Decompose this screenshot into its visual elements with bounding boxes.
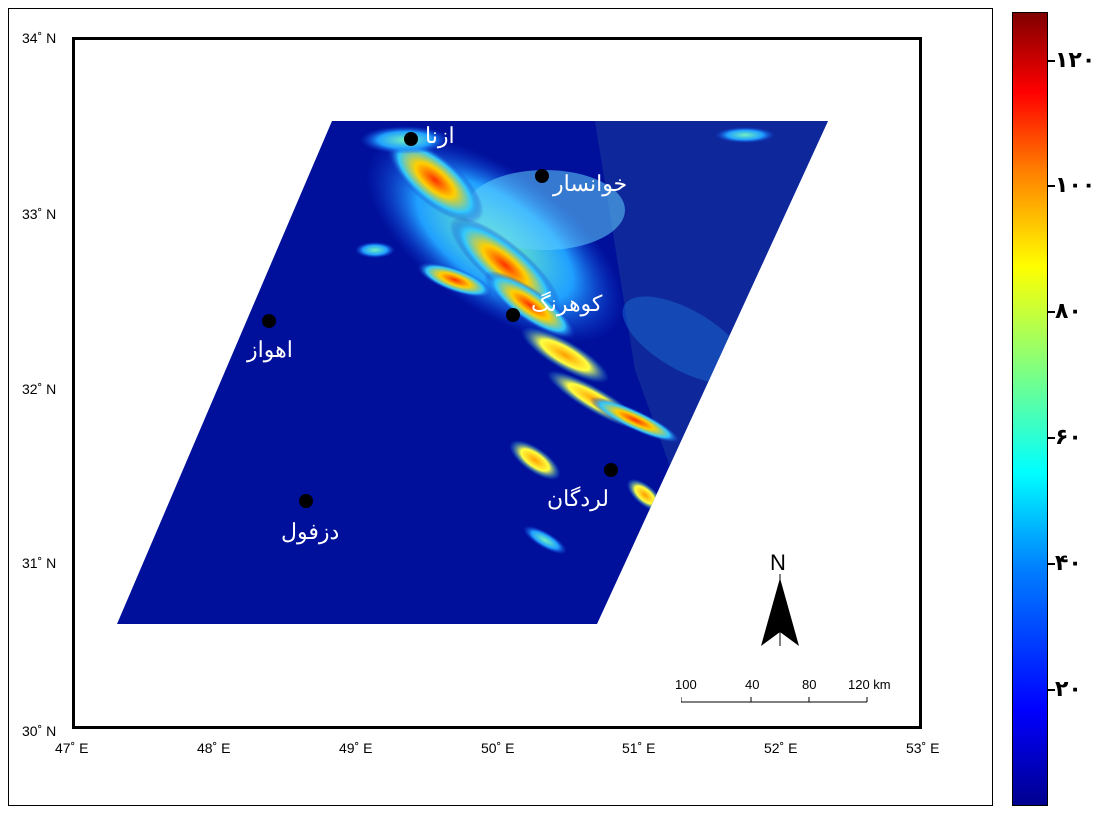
city-marker-koohrang [506,308,520,322]
lon-label-49: 49˚ E [339,740,373,756]
scale-label-100: 100 [675,677,697,692]
city-label-ahvaz: اهواز [247,338,293,363]
lon-label-51: 51˚ E [622,740,656,756]
colorbar-tick-120 [1047,60,1055,62]
lat-label-33: 33˚ N [22,206,57,222]
colorbar-label-20: ۲۰ [1055,677,1082,702]
colorbar-label-40: ۴۰ [1055,551,1082,576]
lat-label-31: 31˚ N [22,555,57,571]
scale-bar-line [681,697,868,703]
city-label-azna: ازنا [425,124,455,149]
north-arrow-icon [761,574,799,646]
lon-label-48: 48˚ E [197,740,231,756]
colorbar-label-80: ۸۰ [1055,299,1082,324]
colorbar-tick-100 [1047,185,1055,187]
map-raster [117,121,828,624]
map-frame: ازنا خوانسار کوهرنگ اهواز لردگان دزفول N… [72,37,922,729]
city-marker-dezful [299,494,313,508]
north-arrow-label: N [770,550,786,575]
city-label-koohrang: کوهرنگ [531,292,603,317]
city-label-lordegan: لردگان [547,487,609,512]
lat-label-34: 34˚ N [22,30,57,46]
city-label-khansar: خوانسار [553,172,628,197]
scale-label-120: 120 km [848,677,891,692]
city-marker-azna [404,132,418,146]
north-arrow: N [755,550,805,650]
figure-frame [8,8,993,806]
city-marker-khansar [535,169,549,183]
lon-label-53: 53˚ E [906,740,940,756]
scale-label-80: 80 [802,677,817,692]
colorbar-tick-80 [1047,311,1055,313]
city-marker-lordegan [604,463,618,477]
city-label-dezful: دزفول [281,520,340,545]
lon-label-52: 52˚ E [764,740,798,756]
colorbar-label-100: ۱۰۰ [1055,173,1096,198]
colorbar-tick-60 [1047,437,1055,439]
colorbar-tick-20 [1047,689,1055,691]
colorbar-label-120: ۱۲۰ [1055,48,1096,73]
lon-label-50: 50˚ E [481,740,515,756]
lon-label-47: 47˚ E [55,740,89,756]
city-marker-ahvaz [262,314,276,328]
colorbar-label-60: ۶۰ [1055,425,1082,450]
lat-label-32: 32˚ N [22,381,57,397]
colorbar [1012,12,1048,806]
lat-label-30: 30˚ N [22,723,57,739]
colorbar-tick-40 [1047,563,1055,565]
scale-bar: 100 40 80 120 km [675,677,895,707]
scale-label-40: 40 [745,677,760,692]
